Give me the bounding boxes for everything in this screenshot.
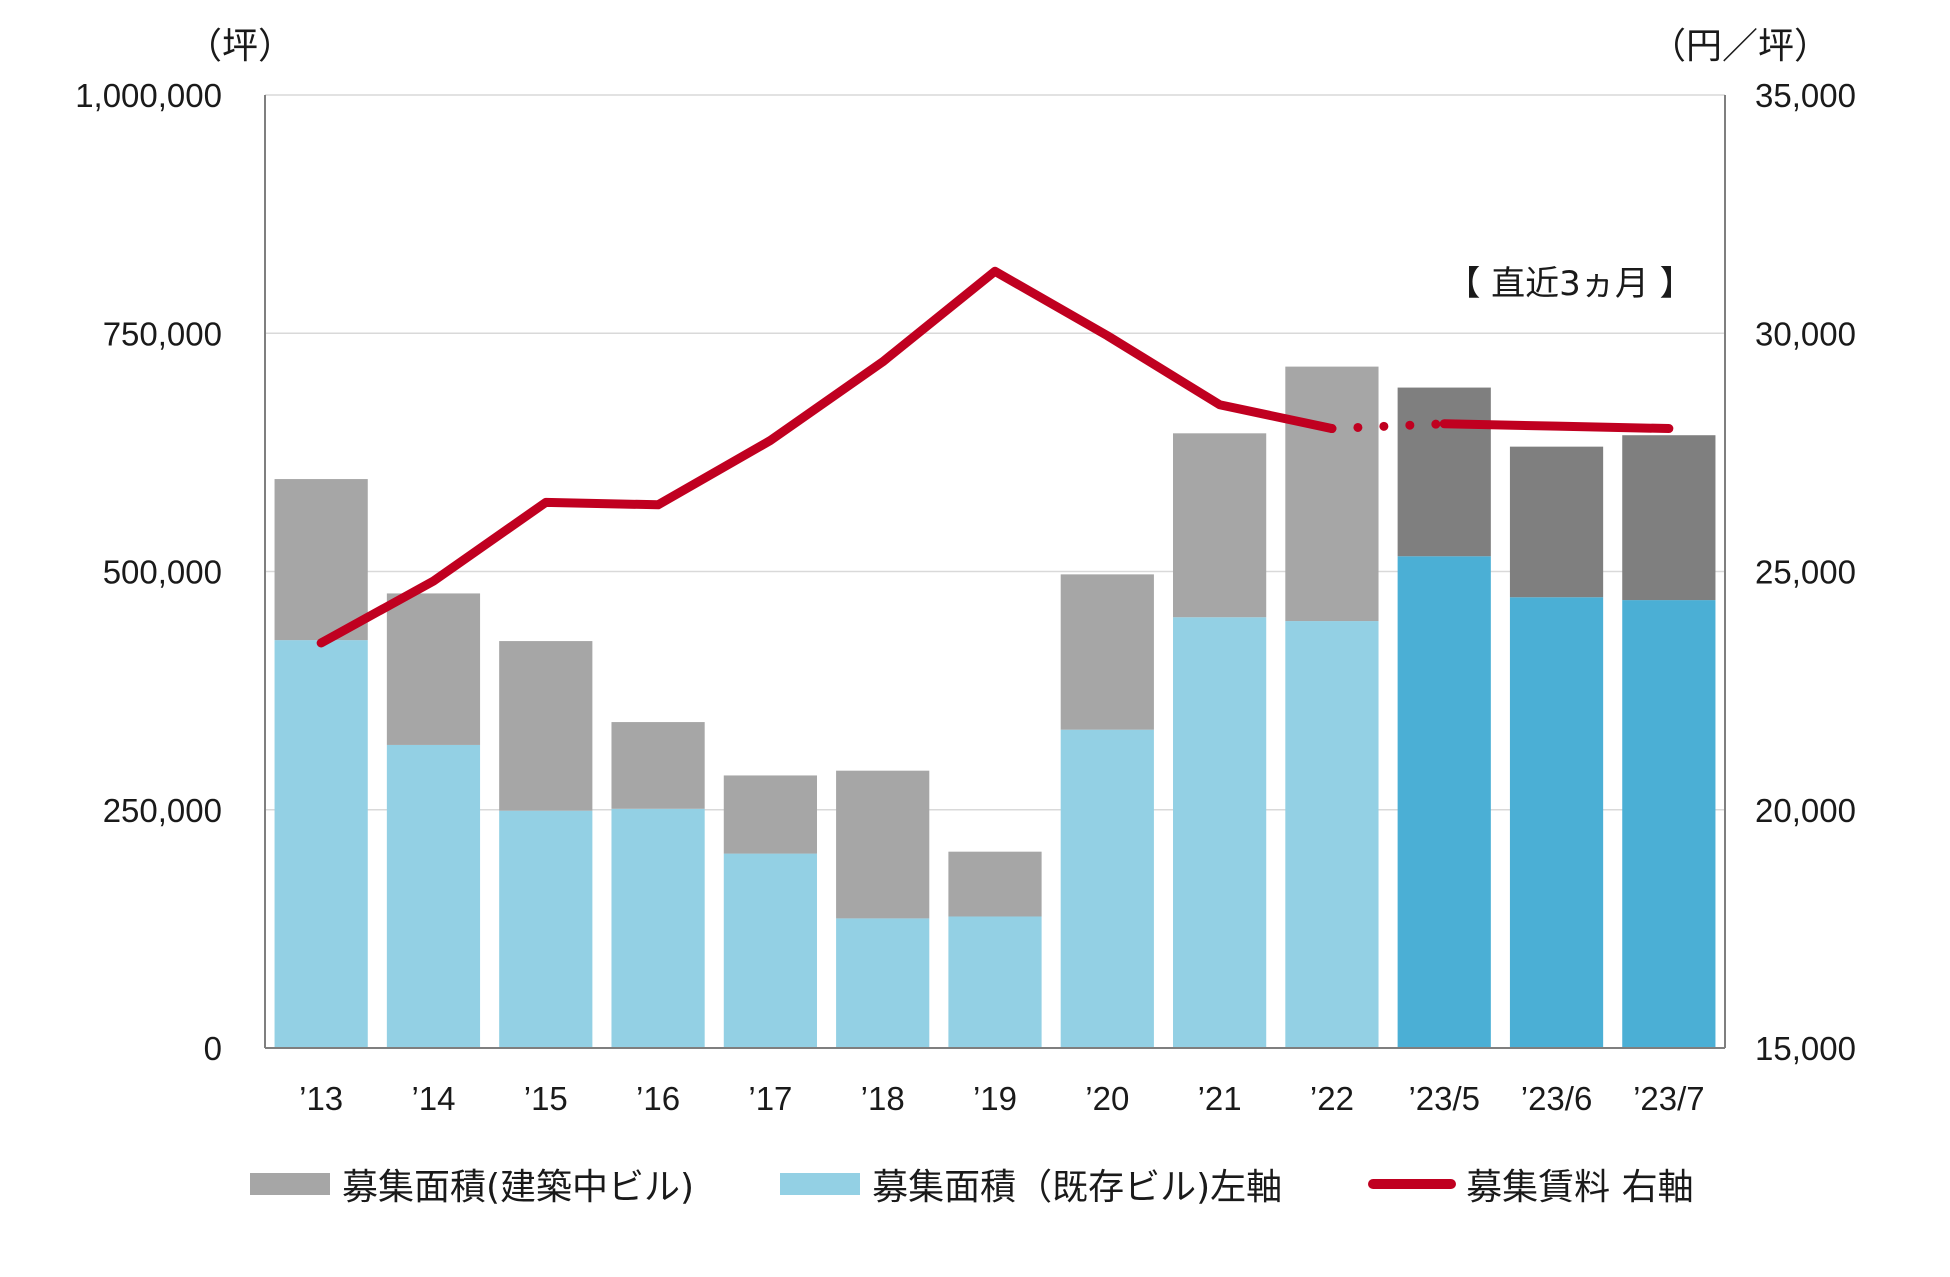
legend-label-rent: 募集賃料 右軸	[1466, 1167, 1694, 1208]
legend-label-construction: 募集面積(建築中ビル)	[342, 1167, 695, 1208]
x-axis-tick-label: ’20	[1085, 1080, 1129, 1117]
axes	[264, 95, 1726, 1049]
bar-existing	[1285, 621, 1379, 1048]
tick-labels: 0 15,000 250,000 20,000 500,000 25,000 750,000…	[75, 77, 1856, 1117]
x-axis-tick-label: ’22	[1310, 1080, 1354, 1117]
x-axis-tick-label: ’23/6	[1521, 1080, 1593, 1117]
bar-existing	[1060, 729, 1154, 1048]
x-axis-tick-label: ’21	[1198, 1080, 1242, 1117]
legend-swatch-construction	[250, 1173, 330, 1195]
bar-construction	[948, 851, 1042, 917]
x-axis-tick-label: ’15	[524, 1080, 568, 1117]
left-axis-tick-label: 0	[204, 1030, 222, 1067]
x-axis-tick-label: ’17	[748, 1080, 792, 1117]
bar-construction	[1060, 574, 1154, 730]
bar-construction	[1285, 366, 1379, 622]
bar-existing	[274, 640, 368, 1048]
bar-existing	[948, 916, 1042, 1048]
right-axis-tick-label: 35,000	[1755, 77, 1856, 114]
rent-line	[316, 266, 1674, 648]
left-axis-tick-label: 1,000,000	[75, 77, 222, 114]
bar-construction	[723, 775, 817, 854]
bars	[274, 366, 1716, 1048]
right-axis-tick-label: 15,000	[1755, 1030, 1856, 1067]
legend-item-rent: 募集賃料 右軸	[1368, 1158, 1694, 1210]
left-axis-unit: （坪）	[186, 26, 294, 67]
bar-construction	[274, 479, 368, 641]
x-axis-tick-label: ’13	[299, 1080, 343, 1117]
recent-3-months-annotation: 【 直近3ヵ月 】	[1446, 264, 1693, 304]
left-axis-tick-label: 250,000	[103, 792, 222, 829]
right-axis-tick-label: 20,000	[1755, 792, 1856, 829]
x-axis-tick-label: ’23/7	[1633, 1080, 1705, 1117]
left-axis-tick-label: 750,000	[103, 315, 222, 352]
legend-line-rent	[1368, 1179, 1457, 1189]
bar-construction	[836, 770, 930, 919]
bar-construction	[499, 641, 593, 811]
rent-line-connector-dotted	[1327, 419, 1449, 434]
bar-construction	[1622, 435, 1716, 601]
x-axis-tick-label: ’23/5	[1408, 1080, 1480, 1117]
legend: 募集面積(建築中ビル) 募集面積（既存ビル)左軸 募集賃料 右軸	[250, 1158, 1694, 1210]
bar-existing	[499, 810, 593, 1048]
right-axis-tick-label: 30,000	[1755, 315, 1856, 352]
bar-existing	[1173, 617, 1267, 1048]
right-axis-tick-label: 25,000	[1755, 554, 1856, 591]
bar-existing	[1397, 556, 1491, 1048]
bar-existing	[723, 853, 817, 1048]
bar-existing	[611, 808, 705, 1048]
bar-construction	[1397, 387, 1491, 557]
bar-existing	[836, 918, 930, 1048]
x-axis-tick-label: ’19	[973, 1080, 1017, 1117]
x-axis-tick-label: ’14	[411, 1080, 455, 1117]
bar-construction	[1509, 446, 1604, 598]
bar-existing	[1622, 600, 1716, 1048]
bar-existing	[1509, 597, 1604, 1048]
x-axis-tick-label: ’18	[861, 1080, 905, 1117]
bar-construction	[611, 722, 705, 809]
legend-label-existing: 募集面積（既存ビル)左軸	[872, 1167, 1283, 1208]
right-axis-unit: （円／坪）	[1650, 26, 1830, 67]
gridlines	[265, 94, 1725, 811]
bar-existing	[386, 744, 481, 1048]
legend-swatch-existing	[780, 1173, 861, 1195]
bar-construction	[386, 593, 481, 745]
legend-item-existing: 募集面積（既存ビル)左軸	[780, 1158, 1282, 1210]
left-axis-tick-label: 500,000	[103, 554, 222, 591]
legend-item-construction: 募集面積(建築中ビル)	[250, 1158, 694, 1210]
x-axis-tick-label: ’16	[636, 1080, 680, 1117]
bar-construction	[1173, 433, 1267, 618]
rent-line-annual	[316, 266, 1337, 648]
